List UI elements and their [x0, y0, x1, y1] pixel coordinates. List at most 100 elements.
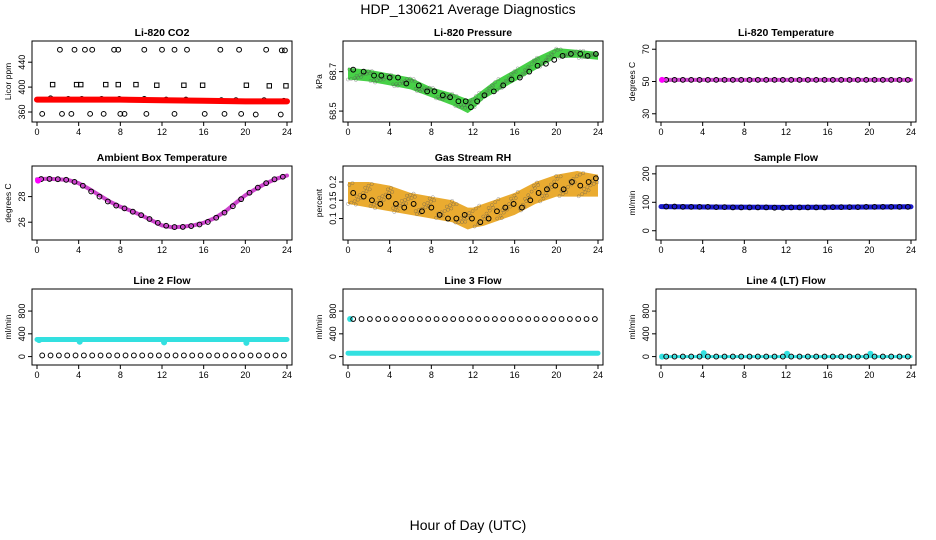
pressure-title: Li-820 Pressure: [434, 27, 512, 39]
line3-flow-series-2-point: [541, 316, 548, 322]
co2-series-0-point: [171, 46, 178, 53]
ambient-temp-series-1-point: [221, 209, 228, 216]
licor-temp-xtick-label: 24: [906, 127, 916, 137]
line3-flow-series-2-point: [500, 316, 507, 322]
ambient-temp-ytick-label: 28: [17, 192, 27, 202]
line2-flow-xtick-label: 12: [157, 370, 167, 380]
ambient-temp-series-1-point: [179, 224, 186, 230]
line4-flow-series-2-point: [854, 353, 861, 360]
licor-temp-data: [659, 76, 913, 83]
pressure-series-1-point: [415, 82, 422, 89]
rh-series-0-speck: [422, 202, 427, 207]
line2-flow-series-2-point: [239, 352, 246, 359]
pressure-series-0-speck: [510, 73, 515, 77]
licor-temp-ytick-label: 70: [641, 44, 651, 54]
ambient-temp-series-1-point: [271, 176, 278, 183]
line4-flow-series-2-point: [663, 353, 670, 360]
line4-flow-series-2-point: [863, 353, 870, 360]
line2-flow-series-2-point: [139, 352, 146, 359]
sample-flow-xtick-label: 4: [700, 245, 705, 255]
licor-temp-ytick-label: 30: [641, 109, 651, 119]
co2-series-1-point: [266, 83, 272, 89]
pressure-series-1-point: [508, 76, 515, 83]
co2-series-0-point: [263, 46, 270, 53]
licor-temp-xtick-label: 12: [781, 127, 791, 137]
line3-flow-series-2-point: [425, 316, 432, 322]
co2-series-0-point: [282, 47, 288, 54]
licor-temp-xtick-label: 16: [823, 127, 833, 137]
pressure-series-0-speck: [454, 94, 459, 98]
ambient-temp-series-1-point: [79, 182, 86, 189]
rh-series-1-point: [393, 201, 399, 207]
rh-series-0-speck: [578, 172, 582, 177]
co2-series-3-point: [221, 110, 228, 117]
line3-flow-xtick-label: 12: [468, 370, 478, 380]
sample-flow-series-1-point: [713, 204, 720, 211]
line4-flow-xtick-label: 20: [864, 370, 874, 380]
line2-flow-series-2-point: [172, 352, 179, 359]
line2-flow-series-2-point: [255, 352, 262, 359]
rh-series-0-speck: [369, 182, 374, 186]
pressure-xtick-label: 0: [345, 127, 350, 137]
rh-series-0-speck: [368, 204, 373, 208]
rh-series-0-speck: [394, 205, 399, 209]
sample-flow-frame: [655, 165, 917, 241]
licor-temp-ylabel: degrees C: [627, 62, 637, 101]
rh-series-1-point: [485, 215, 492, 222]
ambient-temp-series-1-point: [154, 219, 161, 226]
sample-flow-ytick-label: 0: [641, 228, 651, 233]
rh-xtick-label: 8: [429, 245, 434, 255]
sample-flow-ytick-label: 200: [641, 166, 651, 181]
line4-flow-series-2-point: [779, 353, 786, 360]
ambient-temp-title: Ambient Box Temperature: [97, 152, 228, 164]
rh-series-0-speck: [409, 196, 414, 200]
sample-flow-series-1-point: [846, 204, 853, 211]
co2-series-1-point: [78, 81, 84, 88]
ambient-temp-xtick-label: 20: [240, 245, 250, 255]
licor-temp-panel: Li-820 Temperature 0 4 8 12 16 20 24 30 50 70 degre…: [627, 27, 917, 137]
ambient-temp-series-1-point: [63, 176, 70, 183]
ambient-temp-xtick-label: 8: [118, 245, 123, 255]
line2-flow-series-1-point: [243, 339, 250, 346]
ambient-temp-series-1-point: [246, 189, 253, 196]
line2-flow-series-2-point: [197, 352, 204, 359]
co2-series-1-point: [243, 82, 250, 88]
co2-xtick-label: 8: [118, 127, 123, 137]
ambient-temp-series-1-point: [204, 219, 211, 225]
rh-series-0-speck: [523, 196, 527, 201]
line3-flow-xtick-label: 8: [429, 370, 434, 380]
co2-series-1-point: [49, 81, 56, 88]
pressure-series-1-point: [577, 50, 584, 57]
rh-series-0-speck: [491, 205, 495, 210]
rh-series-0-speck: [527, 195, 532, 200]
line2-flow-series-2-point: [189, 352, 196, 359]
co2-xtick-label: 24: [282, 127, 292, 137]
sample-flow-series-1-point: [771, 204, 778, 211]
co2-series-0-point: [115, 46, 122, 53]
rh-series-0-speck: [378, 199, 383, 204]
rh-series-0-speck: [508, 204, 513, 209]
sample-flow-series-1-point: [863, 203, 870, 210]
licor-temp-xtick-label: 4: [700, 127, 705, 137]
rh-series-0-speck: [350, 181, 355, 185]
ambient-temp-series-1-point: [279, 173, 286, 180]
sample-flow-series-1-point: [829, 204, 836, 211]
co2-series-0-point: [278, 47, 285, 54]
line3-flow-data: [345, 316, 601, 356]
rh-series-0-speck: [380, 194, 385, 199]
rh-series-1-point: [350, 190, 357, 196]
rh-series-0-speck: [581, 171, 586, 175]
licor-temp-title: Li-820 Temperature: [738, 27, 834, 39]
line3-flow-series-2-point: [450, 316, 457, 322]
pressure-data: [346, 46, 600, 114]
licor-temp-series-1-point: [729, 76, 736, 83]
line2-flow-series-2-point: [89, 352, 96, 359]
licor-temp-series-1-point: [779, 76, 786, 83]
sample-flow-series-1-point: [721, 204, 728, 211]
line4-flow-xtick-label: 0: [658, 370, 663, 380]
line4-flow-series-2-point: [729, 353, 736, 360]
line3-flow-series-2-point: [550, 316, 557, 322]
co2-series-3-point: [277, 111, 284, 118]
line3-flow-series-2-point: [491, 316, 498, 322]
sample-flow-title: Sample Flow: [754, 152, 819, 164]
